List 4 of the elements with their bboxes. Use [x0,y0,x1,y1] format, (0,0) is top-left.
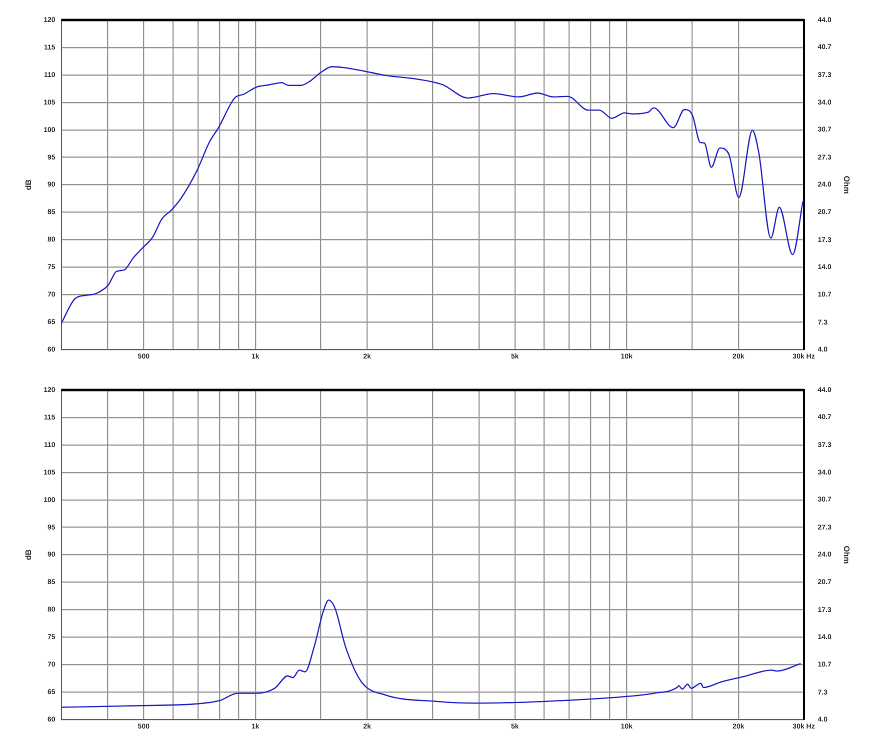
y2-axis-title: Ohm [842,546,851,564]
y-axis-title: dB [24,549,34,560]
y2-axis-title: Ohm [842,176,851,194]
y-axis-title: dB [24,179,34,190]
